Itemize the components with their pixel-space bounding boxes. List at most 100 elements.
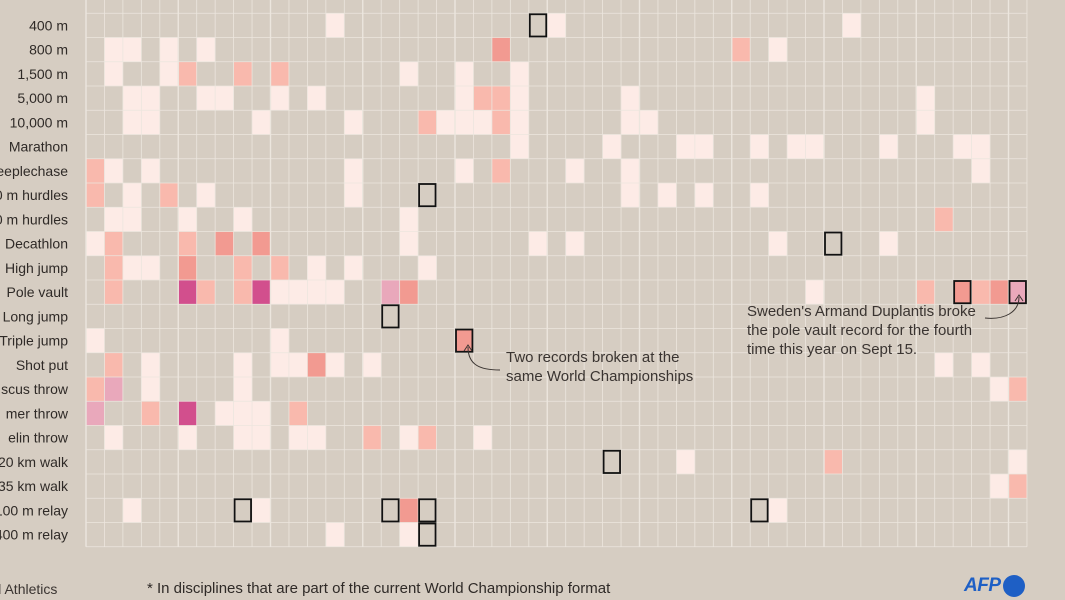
record-cell <box>104 352 123 377</box>
record-highlight-box <box>824 231 843 256</box>
row-label: 800 m <box>29 42 68 58</box>
record-cell <box>86 401 105 426</box>
record-highlight-box <box>418 498 437 523</box>
record-cell <box>547 13 566 38</box>
record-cell <box>270 352 289 377</box>
record-cell <box>215 401 234 426</box>
record-cell <box>178 280 197 305</box>
record-cell <box>233 352 253 377</box>
record-cell <box>971 134 991 159</box>
row-label: 20 km walk <box>0 454 69 470</box>
record-cell <box>252 110 271 135</box>
row-label: Triple jump <box>0 333 68 349</box>
record-highlight-box <box>750 498 769 523</box>
record-cell <box>104 207 123 232</box>
record-cell <box>934 352 954 377</box>
annotation-arrow-two-records <box>467 346 501 371</box>
row-label: 0 m hurdles <box>0 187 68 203</box>
record-cell <box>805 280 824 305</box>
record-cell <box>196 86 216 111</box>
record-cell <box>971 352 991 377</box>
record-cell <box>731 37 751 62</box>
afp-logo-text: AFP <box>964 575 1001 596</box>
record-cell <box>233 255 253 280</box>
record-cell <box>990 377 1009 402</box>
record-cell <box>141 110 160 135</box>
record-highlight-box <box>381 304 400 329</box>
record-cell <box>344 158 363 183</box>
record-cell <box>1008 280 1027 305</box>
record-cell <box>215 86 234 111</box>
record-cell <box>1008 449 1027 474</box>
record-cell <box>399 61 419 86</box>
record-cell <box>916 280 935 305</box>
record-cell <box>159 37 179 62</box>
record-cell <box>122 255 142 280</box>
record-cell <box>178 425 197 450</box>
record-cell <box>307 280 326 305</box>
row-label: 35 km walk <box>0 478 69 494</box>
record-cell <box>104 255 123 280</box>
record-cell <box>565 158 585 183</box>
row-label: High jump <box>5 260 68 276</box>
record-cell <box>159 61 179 86</box>
record-cell <box>288 425 308 450</box>
row-label: 100 m relay <box>0 502 68 518</box>
record-cell <box>178 61 197 86</box>
record-cell <box>934 207 954 232</box>
record-cell <box>233 377 253 402</box>
record-cell <box>805 134 824 159</box>
record-cell <box>325 280 345 305</box>
row-label: 5,000 m <box>17 90 68 106</box>
record-cell <box>104 280 123 305</box>
source-credit: orld Athletics <box>0 581 58 597</box>
record-cell <box>141 377 160 402</box>
record-highlight-box <box>418 183 437 208</box>
record-cell <box>325 13 345 38</box>
record-cell <box>196 183 216 208</box>
record-cell <box>178 207 197 232</box>
record-cell <box>510 86 529 111</box>
record-cell <box>694 183 714 208</box>
record-cell <box>252 280 271 305</box>
record-cell <box>270 280 289 305</box>
record-cell <box>455 61 474 86</box>
record-cell <box>694 134 714 159</box>
record-cell <box>86 328 105 353</box>
row-label: elin throw <box>8 430 69 446</box>
record-cell <box>768 37 788 62</box>
record-cell <box>325 352 345 377</box>
record-cell <box>270 328 289 353</box>
record-cell <box>768 498 788 523</box>
record-cell <box>344 255 363 280</box>
record-cell <box>362 352 382 377</box>
row-label: mer throw <box>6 405 69 421</box>
record-cell <box>436 110 455 135</box>
record-highlight-box <box>602 449 621 474</box>
record-cell <box>141 158 160 183</box>
record-highlight-box <box>418 522 437 547</box>
record-cell <box>362 425 382 450</box>
record-cell <box>104 231 123 256</box>
annotation-two-records: Two records broken at the same World Cha… <box>506 349 694 385</box>
annotation-duplantis: Sweden's Armand Duplantis broke the pole… <box>747 303 976 358</box>
record-highlight-box <box>381 498 400 523</box>
record-cell <box>122 498 142 523</box>
record-cell <box>824 449 843 474</box>
record-highlight-box <box>528 13 548 38</box>
record-cell <box>510 134 529 159</box>
record-cell <box>473 86 492 111</box>
row-label: 0 m hurdles <box>0 211 68 227</box>
record-cell <box>196 280 216 305</box>
record-cell <box>122 110 142 135</box>
record-cell <box>233 207 253 232</box>
record-cell <box>122 183 142 208</box>
record-cell <box>141 401 160 426</box>
record-cell <box>270 86 289 111</box>
record-cell <box>344 110 363 135</box>
row-label: 400 m relay <box>0 527 68 543</box>
row-label: Pole vault <box>7 284 69 300</box>
record-cell <box>787 134 806 159</box>
row-label: 400 m <box>29 17 68 33</box>
